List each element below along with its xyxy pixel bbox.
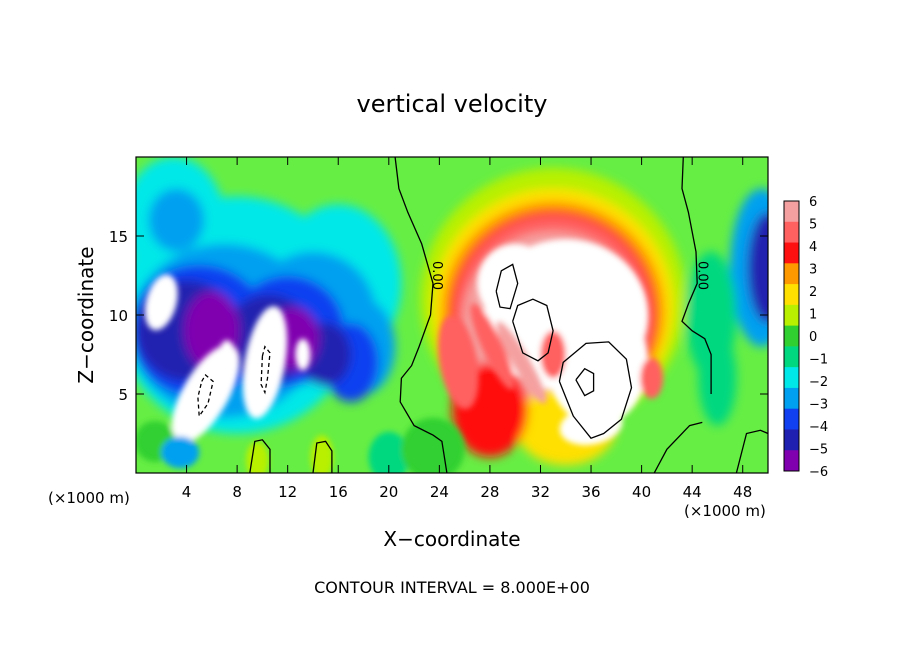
colorbar-swatch <box>784 201 799 223</box>
colorbar-frame <box>783 200 800 472</box>
positive-contour <box>558 341 633 439</box>
colorbar-label: −3 <box>809 398 828 413</box>
field-cell <box>640 357 664 399</box>
colorbar-swatch <box>784 242 799 264</box>
colorbar-label: 1 <box>809 308 817 323</box>
field-cell <box>496 321 547 404</box>
saturated-downdraft <box>144 274 178 331</box>
saturated-downdraft <box>295 338 311 371</box>
y-tick-label: 10 <box>109 307 128 325</box>
colorbar-label: 5 <box>809 218 817 233</box>
positive-contour <box>575 367 595 397</box>
y-axis-label: Z−coordinate <box>74 246 98 383</box>
colorbar-swatch <box>784 367 799 389</box>
colorbar-label: 3 <box>809 263 817 278</box>
field-cell <box>747 212 768 323</box>
field-cell <box>148 188 205 252</box>
x-axis-ticks: 4 8 12 16 20 24 28 32 36 40 44 48 <box>182 157 752 501</box>
contour-labels: 0.00 0.00 <box>429 261 710 290</box>
colorbar-label: 4 <box>809 240 817 255</box>
field-cell <box>245 441 269 473</box>
x-tick-label: 36 <box>581 483 600 501</box>
x-tick-label: 12 <box>278 483 297 501</box>
saturated-downdraft <box>242 306 288 419</box>
field-cell <box>401 417 465 473</box>
zero-contour-bottom <box>653 421 703 473</box>
contour-label-1: 0.00 <box>695 261 710 290</box>
x-tick-label: 32 <box>531 483 550 501</box>
colorbar-label: −6 <box>809 465 828 480</box>
contour-lines <box>197 157 768 473</box>
field-detail <box>136 239 664 473</box>
x-tick-label: 48 <box>733 483 752 501</box>
contour-label-0: 0.00 <box>429 261 444 290</box>
colorbar-swatch <box>784 346 799 368</box>
colorbar-label: −5 <box>809 443 828 458</box>
zero-contour-bubble <box>312 440 333 473</box>
field-cell <box>368 431 410 473</box>
field-cell <box>470 303 515 390</box>
colorbar-swatch <box>784 221 799 243</box>
negative-contour <box>260 345 271 395</box>
x-unit-left: (×1000 m) <box>48 489 130 507</box>
colorbar-swatch <box>784 263 799 285</box>
x-axis-label: X−coordinate <box>383 527 520 551</box>
saturated-updraft <box>559 406 623 446</box>
y-axis-ticks: 5 10 15 <box>109 228 768 404</box>
colorbar-swatch <box>784 408 799 430</box>
positive-contour <box>495 263 519 310</box>
colorbar-swatch <box>784 387 799 410</box>
colorbar-swatch <box>784 450 799 472</box>
x-unit-right: (×1000 m) <box>684 502 766 520</box>
x-tick-label: 28 <box>480 483 499 501</box>
velocity-field <box>136 157 768 473</box>
colorbar: 6 5 4 3 2 1 0 −1 −2 −3 −4 −5 −6 <box>783 195 828 480</box>
field-cell <box>698 330 737 426</box>
y-tick-label: 15 <box>109 228 128 246</box>
x-tick-label: 24 <box>430 483 449 501</box>
field-cell <box>161 436 200 469</box>
zero-contour-right <box>681 157 712 394</box>
field-cell <box>437 315 479 410</box>
colorbar-label: 6 <box>809 195 817 210</box>
negative-contour <box>197 374 214 418</box>
saturated-downdraft <box>219 340 235 366</box>
x-tick-label: 8 <box>232 483 242 501</box>
contour-interval-note: CONTOUR INTERVAL = 8.000E+00 <box>314 578 590 597</box>
chart-title: vertical velocity <box>357 90 548 118</box>
colorbar-swatch <box>784 429 799 451</box>
positive-contour <box>512 298 554 362</box>
x-tick-label: 4 <box>182 483 192 501</box>
saturated-updraft <box>546 299 648 426</box>
colorbar-label: −2 <box>809 375 828 390</box>
zero-contour-bottom-right <box>735 429 768 473</box>
x-tick-label: 20 <box>379 483 398 501</box>
x-tick-label: 44 <box>683 483 702 501</box>
colorbar-swatch <box>784 304 799 327</box>
colorbar-label: 0 <box>809 330 817 345</box>
saturated-updraft <box>477 243 554 323</box>
colorbar-swatch <box>784 284 799 306</box>
colorbar-swatch <box>784 325 799 347</box>
colorbar-label: −1 <box>809 353 828 368</box>
y-tick-label: 5 <box>118 386 128 404</box>
x-tick-label: 40 <box>632 483 651 501</box>
saturated-downdraft <box>171 344 240 444</box>
zero-contour-bubble <box>249 439 271 473</box>
zero-contour-left <box>394 157 448 473</box>
colorbar-label: 2 <box>809 285 817 300</box>
colorbar-label: −4 <box>809 420 828 435</box>
x-tick-label: 16 <box>329 483 348 501</box>
field-cell <box>540 330 566 379</box>
